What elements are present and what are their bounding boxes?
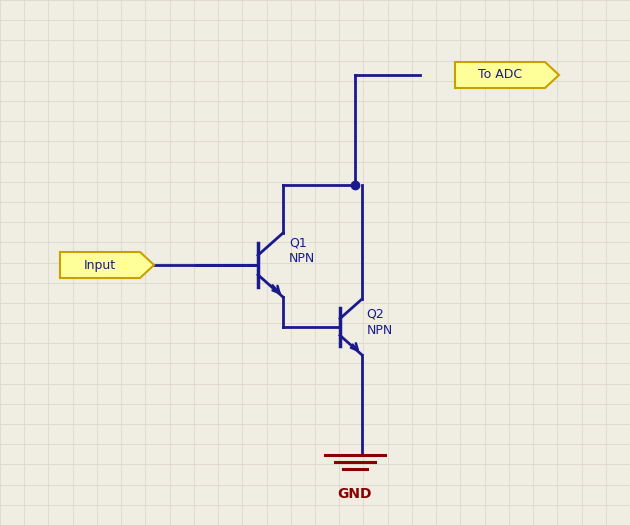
Text: Q1
NPN: Q1 NPN	[289, 236, 315, 266]
Polygon shape	[455, 62, 559, 88]
Text: Q2
NPN: Q2 NPN	[367, 308, 392, 337]
Text: Input: Input	[84, 258, 116, 271]
Text: GND: GND	[338, 487, 372, 501]
Polygon shape	[60, 252, 154, 278]
Text: To ADC: To ADC	[478, 68, 522, 81]
